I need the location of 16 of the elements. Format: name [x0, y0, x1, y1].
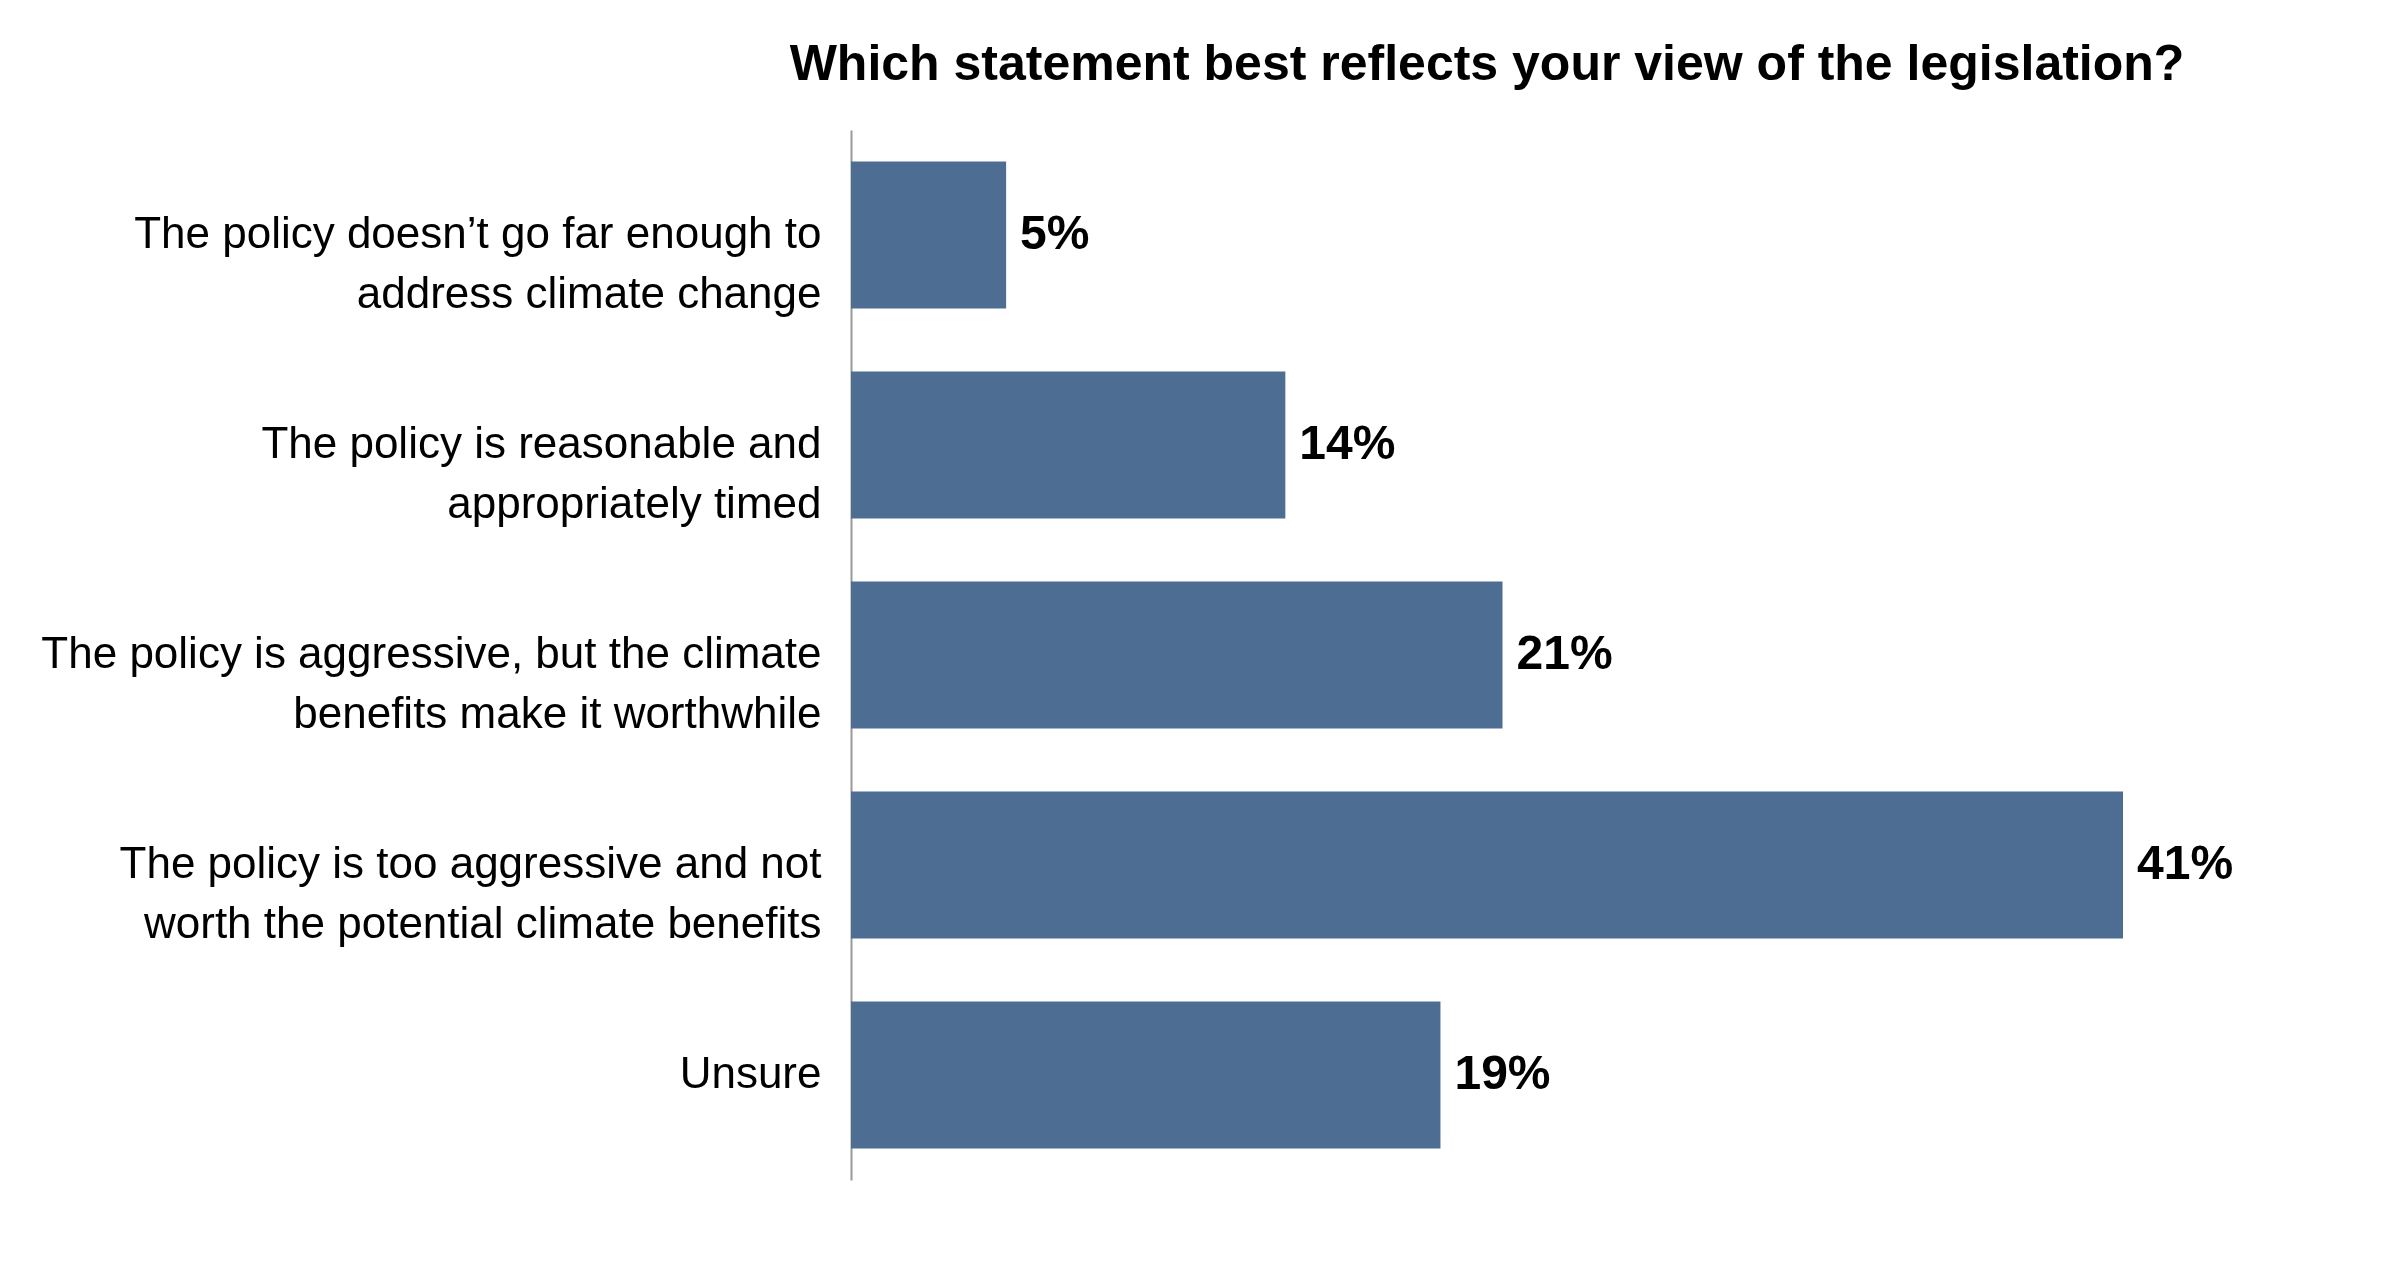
data-label: 19% [1454, 1046, 1551, 1099]
y-tick-label: The policy is aggressive, but the climate benefits make it worthwhile [41, 628, 822, 737]
y-tick-label: The policy is reasonable and appropriately timed [261, 418, 822, 527]
bar [851, 161, 1007, 309]
bar [851, 371, 1286, 519]
bar [851, 1001, 1441, 1149]
bar [851, 791, 2123, 939]
data-label: 21% [1516, 626, 1613, 679]
data-label: 5% [1020, 206, 1090, 259]
y-tick-label: The policy doesn’t go far enough to address climate change [134, 208, 822, 317]
chart-title: Which statement best reflects your view of the legislation? [789, 35, 2185, 91]
y-tick-label: The policy is too aggressive and not worth the potential climate benefits [119, 838, 822, 947]
data-label: 41% [2137, 836, 2234, 889]
bar [851, 581, 1503, 729]
data-label: 14% [1299, 416, 1396, 469]
y-tick-label: Unsure [679, 1048, 822, 1097]
